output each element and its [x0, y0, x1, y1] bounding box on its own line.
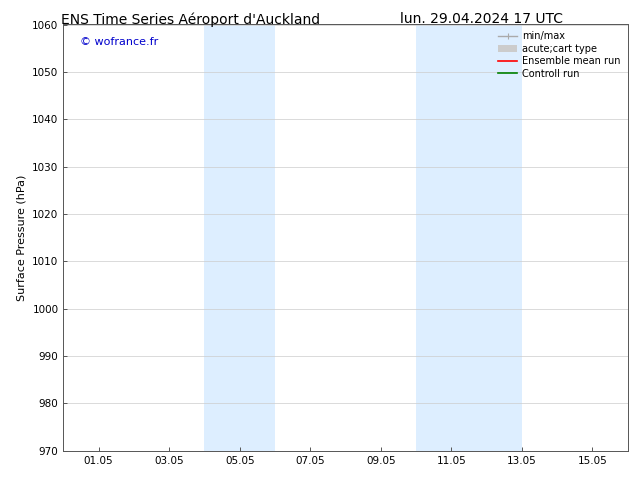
Bar — [416, 24, 522, 451]
Text: ENS Time Series Aéroport d'Auckland: ENS Time Series Aéroport d'Auckland — [61, 12, 320, 27]
Y-axis label: Surface Pressure (hPa): Surface Pressure (hPa) — [16, 174, 27, 301]
Bar — [204, 24, 275, 451]
Text: © wofrance.fr: © wofrance.fr — [81, 37, 158, 48]
Text: lun. 29.04.2024 17 UTC: lun. 29.04.2024 17 UTC — [400, 12, 564, 26]
Legend: min/max, acute;cart type, Ensemble mean run, Controll run: min/max, acute;cart type, Ensemble mean … — [496, 29, 623, 80]
